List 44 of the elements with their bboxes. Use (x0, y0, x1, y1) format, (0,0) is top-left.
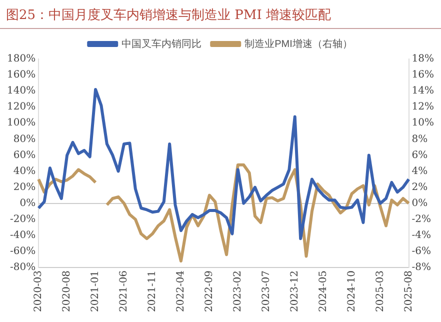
y2-tick-label: 12% (412, 102, 434, 113)
x-tick-label: 2022-09 (204, 270, 216, 312)
x-tick-label: 2021-01 (90, 270, 102, 312)
y2-tick-label: 18% (412, 54, 434, 65)
y2-tick-label: 6% (412, 150, 428, 161)
y2-tick-label: -4% (412, 230, 432, 241)
x-tick-label: 2021-06 (118, 270, 130, 312)
x-tick-label: 2023-07 (260, 270, 272, 312)
x-tick-label: 2020-03 (33, 270, 44, 312)
y2-tick-label: 4% (412, 166, 428, 177)
x-tick-label: 2021-11 (147, 270, 158, 312)
x-tick-label: 2022-04 (176, 270, 187, 312)
x-tick-label: 2025-08 (403, 270, 414, 312)
y-tick-label: -40% (10, 230, 36, 241)
y2-tick-label: -2% (412, 214, 432, 225)
y-tick-label: -60% (10, 246, 36, 258)
y-tick-label: -20% (10, 214, 36, 225)
y-tick-label: 80% (13, 134, 36, 145)
x-tick-label: 2023-02 (232, 270, 244, 312)
x-tick-label: 2023-12 (289, 270, 300, 312)
chart-title: 图25：中国月度叉车内销增速与制造业 PMI 增速较匹配 (0, 0, 441, 29)
y2-tick-label: -8% (412, 262, 432, 274)
y-tick-label: 0% (20, 198, 36, 209)
y2-tick-label: 16% (412, 70, 434, 81)
y-tick-label: 20% (13, 182, 36, 193)
x-tick-label: 2024-10 (346, 270, 358, 312)
legend-label: 中国叉车内销同比 (122, 38, 202, 50)
x-tick-label: 2025-03 (374, 270, 386, 312)
y-tick-label: 100% (6, 118, 36, 129)
y2-tick-label: 8% (412, 134, 428, 145)
y-tick-label: 40% (13, 166, 36, 177)
x-tick-label: 2024-05 (318, 270, 329, 312)
y-tick-label: 160% (6, 70, 36, 81)
y2-tick-label: 2% (412, 182, 428, 193)
legend-label: 制造业PMI增速（右轴） (244, 38, 352, 50)
y2-tick-label: 10% (412, 118, 434, 129)
y-tick-label: 140% (6, 86, 36, 97)
y-tick-label: 120% (6, 102, 36, 113)
y-tick-label: 180% (6, 54, 36, 65)
y2-tick-label: 14% (412, 86, 434, 97)
y-tick-label: 60% (13, 150, 36, 161)
y2-tick-label: -6% (412, 246, 432, 258)
x-tick-label: 2020-08 (62, 270, 73, 312)
y2-tick-label: 0% (412, 198, 428, 209)
